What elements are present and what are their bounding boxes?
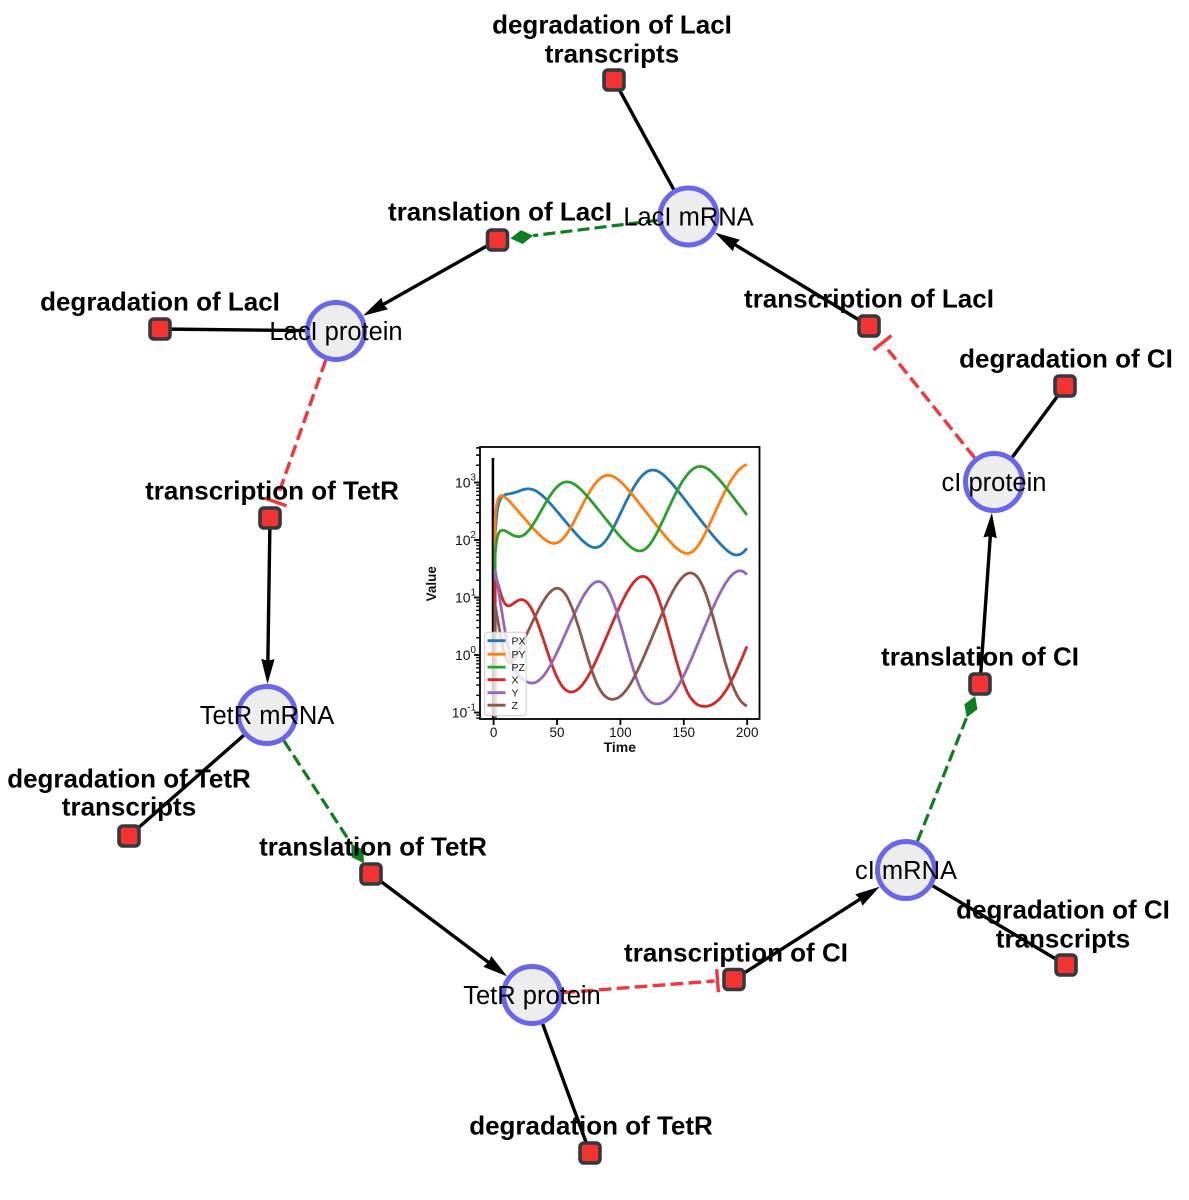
svg-text:translation of LacI: translation of LacI <box>388 197 612 227</box>
svg-text:transcripts: transcripts <box>545 39 679 69</box>
svg-text:transcription of LacI: transcription of LacI <box>744 284 994 314</box>
svg-text:Value: Value <box>424 566 439 602</box>
svg-text:cI protein: cI protein <box>942 469 1047 497</box>
svg-text:Z: Z <box>512 700 519 712</box>
svg-text:translation of TetR: translation of TetR <box>259 832 487 862</box>
svg-text:50: 50 <box>549 725 564 740</box>
svg-text:degradation of TetR: degradation of TetR <box>7 764 251 794</box>
svg-text:transcripts: transcripts <box>996 924 1130 954</box>
svg-text:cI mRNA: cI mRNA <box>855 857 957 885</box>
svg-text:TetR mRNA: TetR mRNA <box>200 702 335 730</box>
svg-text:degradation of LacI: degradation of LacI <box>492 10 732 40</box>
svg-text:LacI protein: LacI protein <box>269 318 402 346</box>
svg-text:transcription of TetR: transcription of TetR <box>145 476 399 506</box>
svg-text:LacI mRNA: LacI mRNA <box>623 204 753 232</box>
svg-text:TetR protein: TetR protein <box>463 982 601 1010</box>
svg-text:100: 100 <box>609 725 632 740</box>
svg-text:X: X <box>512 675 519 687</box>
svg-text:translation of CI: translation of CI <box>881 642 1079 672</box>
svg-text:transcription of CI: transcription of CI <box>624 938 848 968</box>
svg-text:degradation of LacI: degradation of LacI <box>40 287 280 317</box>
svg-text:transcripts: transcripts <box>62 792 196 822</box>
svg-text:degradation of TetR: degradation of TetR <box>469 1111 713 1141</box>
svg-text:Time: Time <box>604 739 637 755</box>
svg-text:PZ: PZ <box>512 662 526 674</box>
svg-text:PY: PY <box>512 649 526 661</box>
svg-text:200: 200 <box>736 725 759 740</box>
svg-text:0: 0 <box>490 725 498 740</box>
svg-text:PX: PX <box>512 636 526 648</box>
svg-text:150: 150 <box>673 725 696 740</box>
svg-text:degradation of CI: degradation of CI <box>959 344 1173 374</box>
svg-text:Y: Y <box>512 688 519 700</box>
svg-text:degradation of CI: degradation of CI <box>956 895 1170 925</box>
